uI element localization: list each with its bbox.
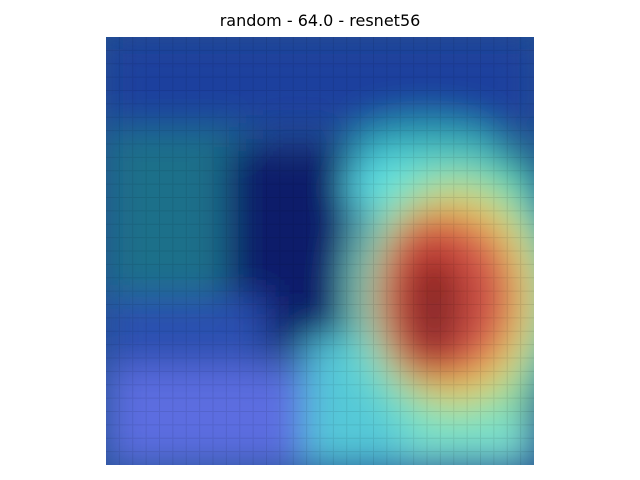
figure-title: random - 64.0 - resnet56 (219, 11, 421, 30)
heatmap-overlay (106, 37, 534, 465)
heatmap-image (106, 37, 534, 465)
